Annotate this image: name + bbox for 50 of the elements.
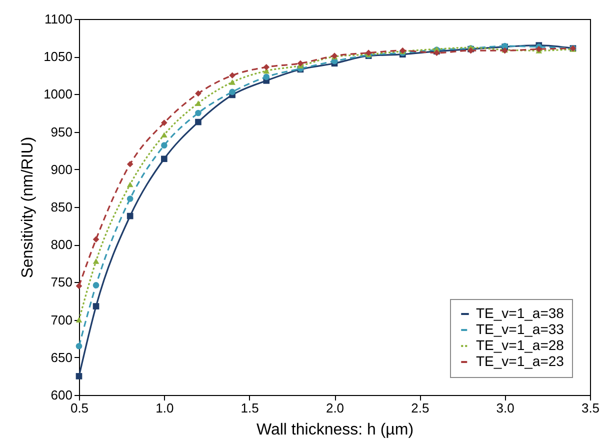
point <box>195 110 202 116</box>
legend-label: TE_v=1_a=38 <box>476 305 564 321</box>
y-tick-label: 750 <box>50 274 72 290</box>
point <box>161 142 168 148</box>
x-tick-label: 2.5 <box>411 400 430 416</box>
x-tick-label: 3.0 <box>496 400 514 416</box>
x-tick-label: 0.5 <box>70 400 89 416</box>
point <box>126 212 134 220</box>
point <box>195 118 202 126</box>
legend-label: TE_v=1_a=23 <box>476 353 564 369</box>
y-axis-title: Sensitivity (nm/RIU) <box>20 136 37 278</box>
y-tick-label: 950 <box>50 124 72 140</box>
point <box>263 74 270 80</box>
y-tick-label: 1050 <box>44 49 72 64</box>
x-tick-label: 3.5 <box>581 400 600 416</box>
point <box>126 182 134 188</box>
point <box>229 79 236 85</box>
x-tick-label: 2.0 <box>326 400 344 416</box>
point <box>76 342 82 350</box>
point <box>92 236 100 242</box>
point <box>76 282 82 290</box>
point <box>229 72 236 79</box>
point <box>161 132 168 138</box>
point <box>229 88 236 96</box>
y-tick-label: 650 <box>50 350 72 365</box>
y-tick-label: 1100 <box>44 12 72 26</box>
point <box>126 196 134 202</box>
y-tick-label: 900 <box>50 162 72 177</box>
y-tick-label: 1000 <box>44 86 72 102</box>
point <box>92 258 100 264</box>
point <box>195 100 202 106</box>
point <box>263 64 270 70</box>
point <box>76 373 82 380</box>
point <box>126 160 134 168</box>
point <box>297 60 304 67</box>
legend-label: TE_v=1_a=28 <box>476 337 564 353</box>
x-axis-title: Wall thickness: h (µm) <box>256 422 414 438</box>
y-tick-label: 700 <box>50 312 72 328</box>
y-tick-label: 850 <box>50 200 72 214</box>
point <box>76 317 82 323</box>
y-tick-label: 600 <box>50 388 72 402</box>
point <box>161 156 168 162</box>
y-tick-label: 800 <box>50 237 72 252</box>
point <box>92 303 100 310</box>
point <box>92 282 100 288</box>
x-tick-label: 1.0 <box>156 400 174 416</box>
point <box>195 90 202 97</box>
legend-label: TE_v=1_a=33 <box>476 321 564 337</box>
x-tick-label: 1.5 <box>240 400 259 416</box>
point <box>161 120 168 126</box>
